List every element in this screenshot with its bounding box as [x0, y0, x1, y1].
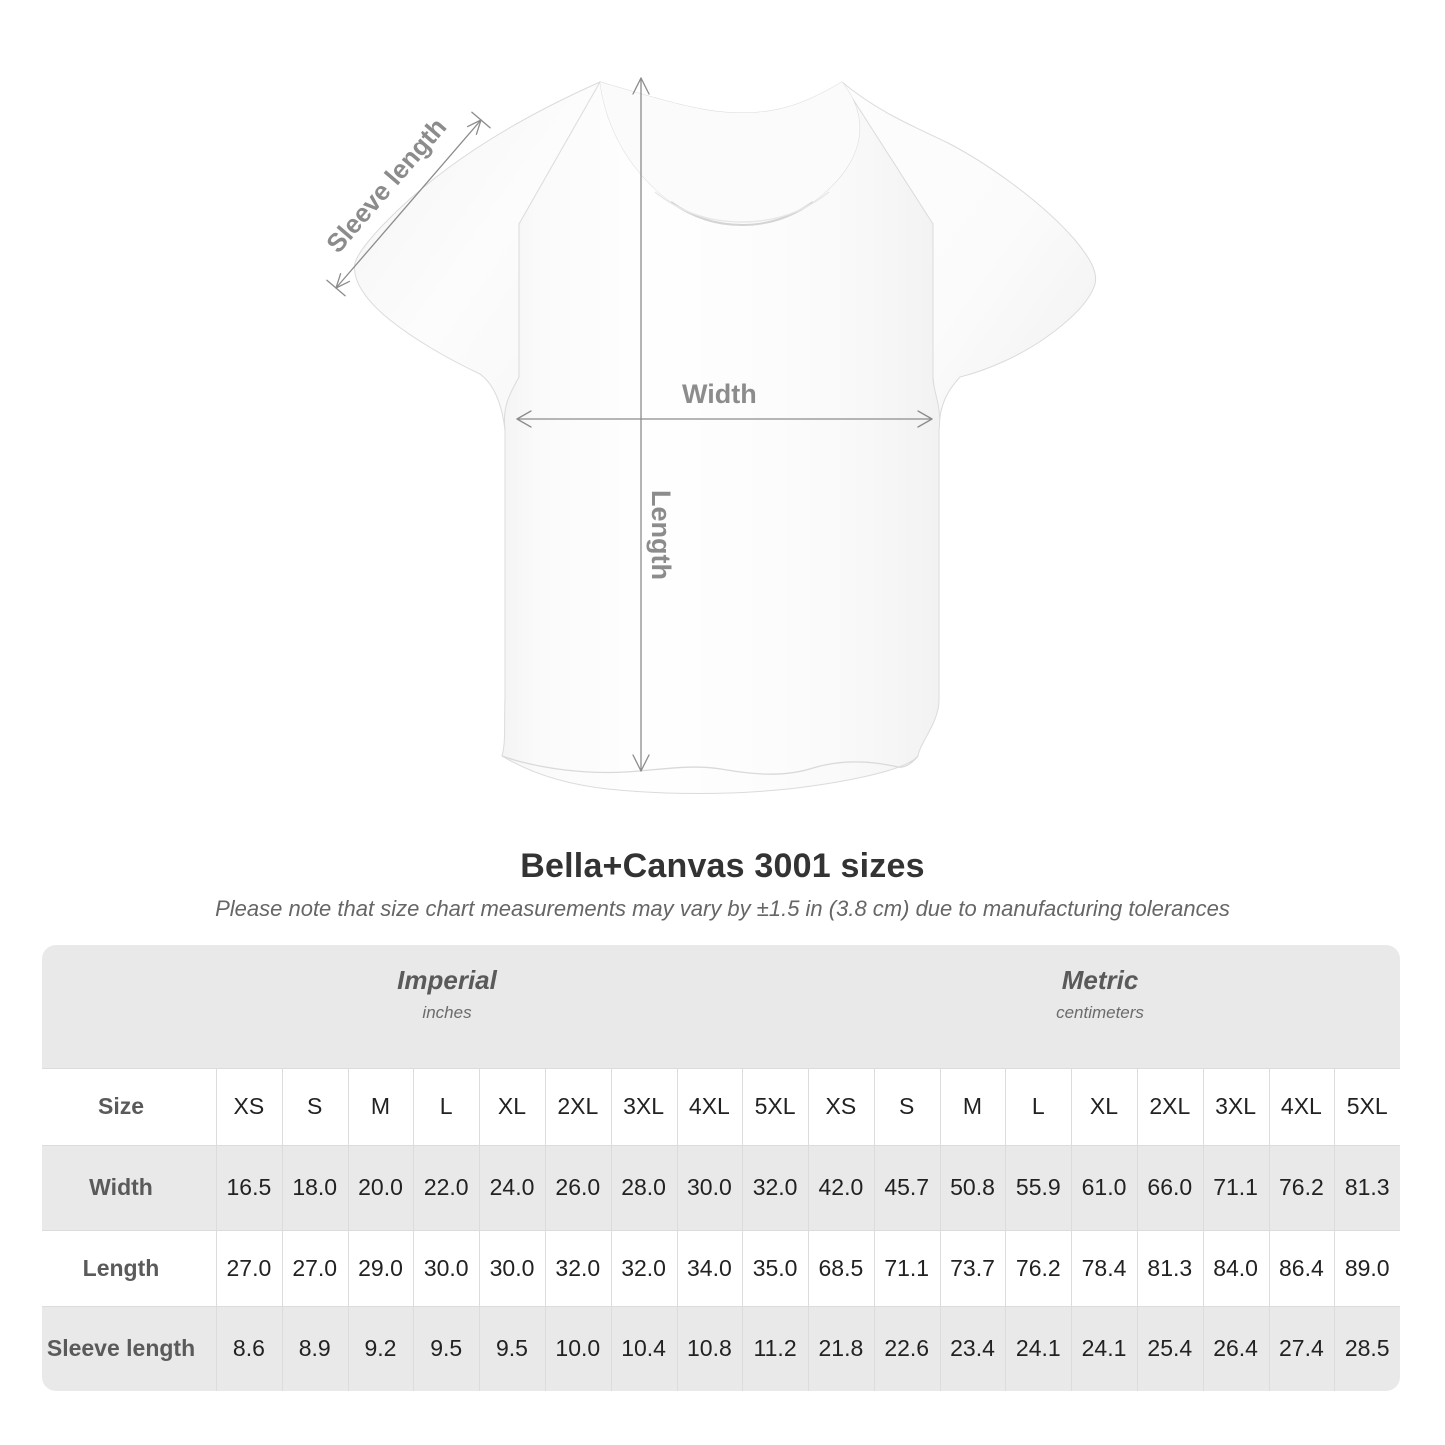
svg-text:Width: Width — [682, 379, 757, 409]
svg-text:Length: Length — [646, 490, 676, 580]
